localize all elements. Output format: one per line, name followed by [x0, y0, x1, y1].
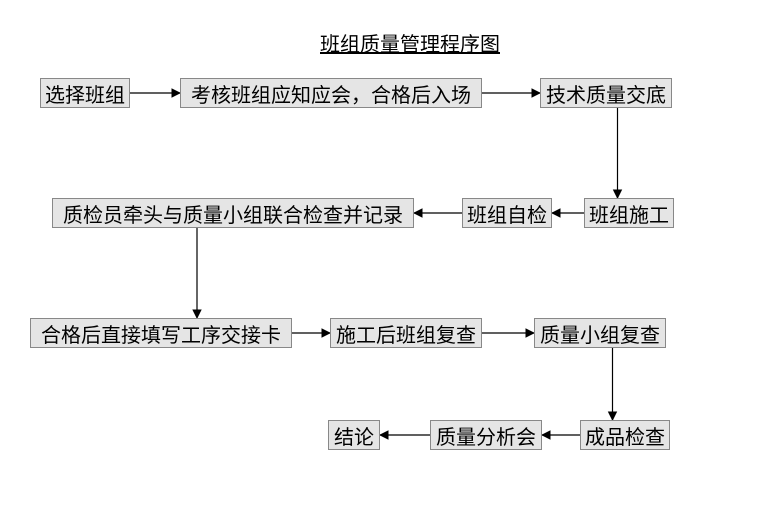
- node-n1: 选择班组: [40, 78, 130, 108]
- node-n8: 施工后班组复查: [330, 318, 482, 348]
- node-n5: 班组自检: [462, 198, 552, 228]
- node-n6: 质检员牵头与质量小组联合检查并记录: [52, 198, 414, 228]
- node-n12: 结论: [328, 420, 380, 450]
- node-n7: 合格后直接填写工序交接卡: [30, 318, 292, 348]
- diagram-title: 班组质量管理程序图: [320, 28, 500, 57]
- node-n10: 成品检查: [580, 420, 670, 450]
- node-n11: 质量分析会: [430, 420, 542, 450]
- node-n3: 技术质量交底: [540, 78, 672, 108]
- node-n2: 考核班组应知应会，合格后入场: [180, 78, 482, 108]
- node-n9: 质量小组复查: [534, 318, 666, 348]
- node-n4: 班组施工: [584, 198, 674, 228]
